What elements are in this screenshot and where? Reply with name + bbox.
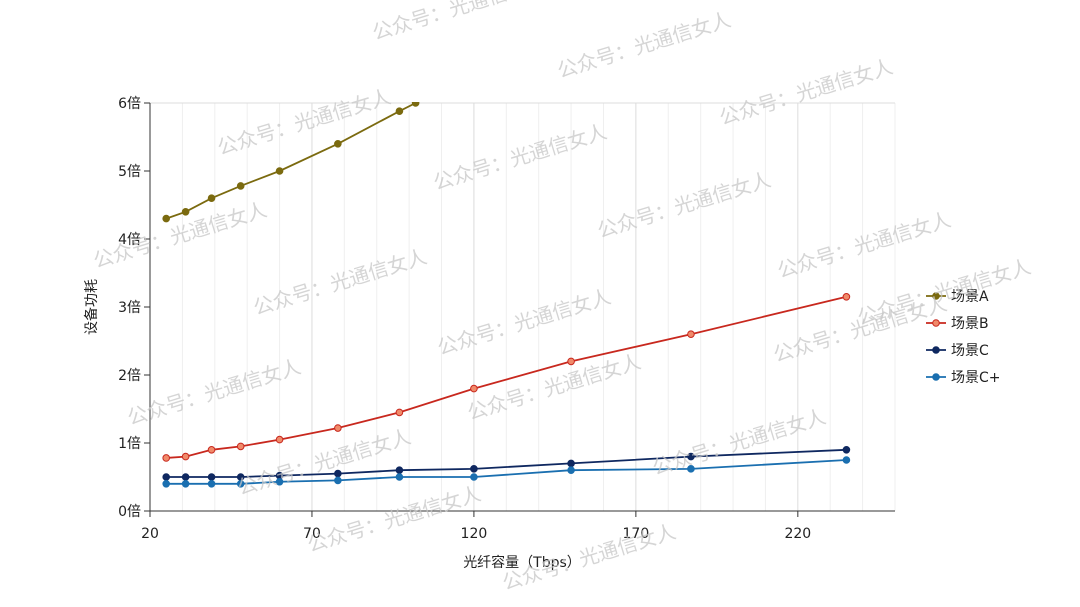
data-point	[207, 446, 216, 454]
data-point	[334, 469, 342, 478]
y-tick-label: 2倍	[118, 368, 141, 384]
data-point	[207, 473, 216, 481]
data-point	[236, 182, 245, 190]
watermark-text: 公众号：光通信女人	[464, 349, 643, 425]
legend: 场景A 场景B 场景C 场景C+	[926, 289, 1001, 386]
data-point	[411, 102, 420, 107]
data-point	[687, 465, 695, 473]
watermark-text: 公众号：光通信女人	[214, 84, 393, 160]
data-point	[842, 456, 851, 464]
series-2	[162, 293, 851, 462]
series-line	[165, 102, 417, 220]
data-point	[687, 330, 695, 339]
y-tick-label: 5倍	[118, 164, 141, 180]
data-point	[162, 214, 170, 223]
data-point	[470, 473, 478, 481]
legend-label: 场景B	[951, 316, 989, 332]
data-point	[395, 466, 404, 475]
data-point	[567, 357, 575, 366]
data-point	[275, 435, 284, 444]
axes: 0倍 1倍 2倍 3倍 4倍 5倍 6倍 20 70 120 170 220	[118, 96, 895, 542]
y-tick-label: 1倍	[118, 436, 141, 452]
x-tick-label: 170	[623, 526, 650, 542]
data-point	[181, 480, 190, 488]
series-3	[162, 446, 851, 481]
legend-swatch-marker	[932, 373, 940, 381]
legend-label: 场景A	[951, 289, 989, 305]
legend-label: 场景C+	[951, 370, 1001, 386]
watermark-text: 公众号：光通信女人	[434, 284, 613, 360]
data-point	[275, 477, 284, 486]
data-point	[181, 452, 190, 461]
x-tick-label: 220	[784, 526, 811, 542]
data-point	[162, 480, 170, 488]
data-point	[207, 194, 216, 202]
watermark-text: 公众号：光通信女人	[716, 54, 895, 130]
data-point	[162, 454, 170, 462]
data-point	[334, 476, 342, 485]
series-4	[162, 456, 851, 488]
series-1	[162, 102, 420, 223]
watermark-text: 公众号：光通信女人	[304, 481, 483, 557]
data-point	[334, 424, 342, 432]
watermark-text: 公众号：光通信女人	[369, 0, 548, 45]
data-point	[181, 473, 190, 481]
watermark-text: 公众号：光通信女人	[430, 119, 609, 195]
data-point	[236, 480, 245, 488]
data-point	[567, 466, 575, 475]
data-point	[842, 293, 851, 301]
series-group	[162, 102, 851, 488]
x-tick-label: 20	[141, 526, 159, 542]
watermark-text: 公众号：光通信女人	[124, 354, 303, 430]
legend-swatch-marker	[932, 346, 940, 354]
data-point	[334, 140, 342, 148]
watermark-text: 公众号：光通信女人	[649, 404, 828, 480]
grid	[150, 102, 896, 511]
data-point	[687, 452, 695, 461]
data-point	[842, 446, 851, 454]
data-point	[470, 465, 478, 473]
data-point	[275, 167, 284, 175]
watermark-text: 公众号：光通信女人	[554, 7, 733, 83]
watermark-text: 公众号：光通信女人	[234, 424, 413, 500]
data-point	[395, 408, 404, 417]
y-tick-label: 4倍	[118, 232, 141, 248]
legend-swatch-marker	[932, 292, 940, 300]
y-tick-label: 6倍	[118, 96, 141, 112]
data-point	[395, 473, 404, 481]
data-point	[395, 107, 404, 115]
legend-label: 场景C	[951, 343, 989, 359]
watermark-text: 公众号：光通信女人	[854, 254, 1033, 330]
data-point	[236, 442, 245, 451]
y-axis-title: 设备功耗	[83, 279, 100, 335]
watermark-text: 公众号：光通信女人	[774, 207, 953, 283]
data-point	[207, 480, 216, 488]
watermark-text: 公众号：光通信女人	[594, 167, 773, 243]
data-point	[567, 459, 575, 468]
x-tick-label: 120	[461, 526, 488, 542]
watermark-text: 公众号：光通信女人	[250, 244, 429, 320]
x-axis-title: 光纤容量（Tbps）	[463, 554, 581, 571]
data-point	[470, 384, 478, 393]
x-tick-label: 70	[303, 526, 321, 542]
data-point	[162, 473, 170, 481]
data-point	[181, 208, 190, 216]
y-tick-label: 3倍	[118, 300, 141, 316]
legend-swatch-marker	[932, 319, 940, 327]
y-tick-label: 0倍	[118, 504, 141, 520]
